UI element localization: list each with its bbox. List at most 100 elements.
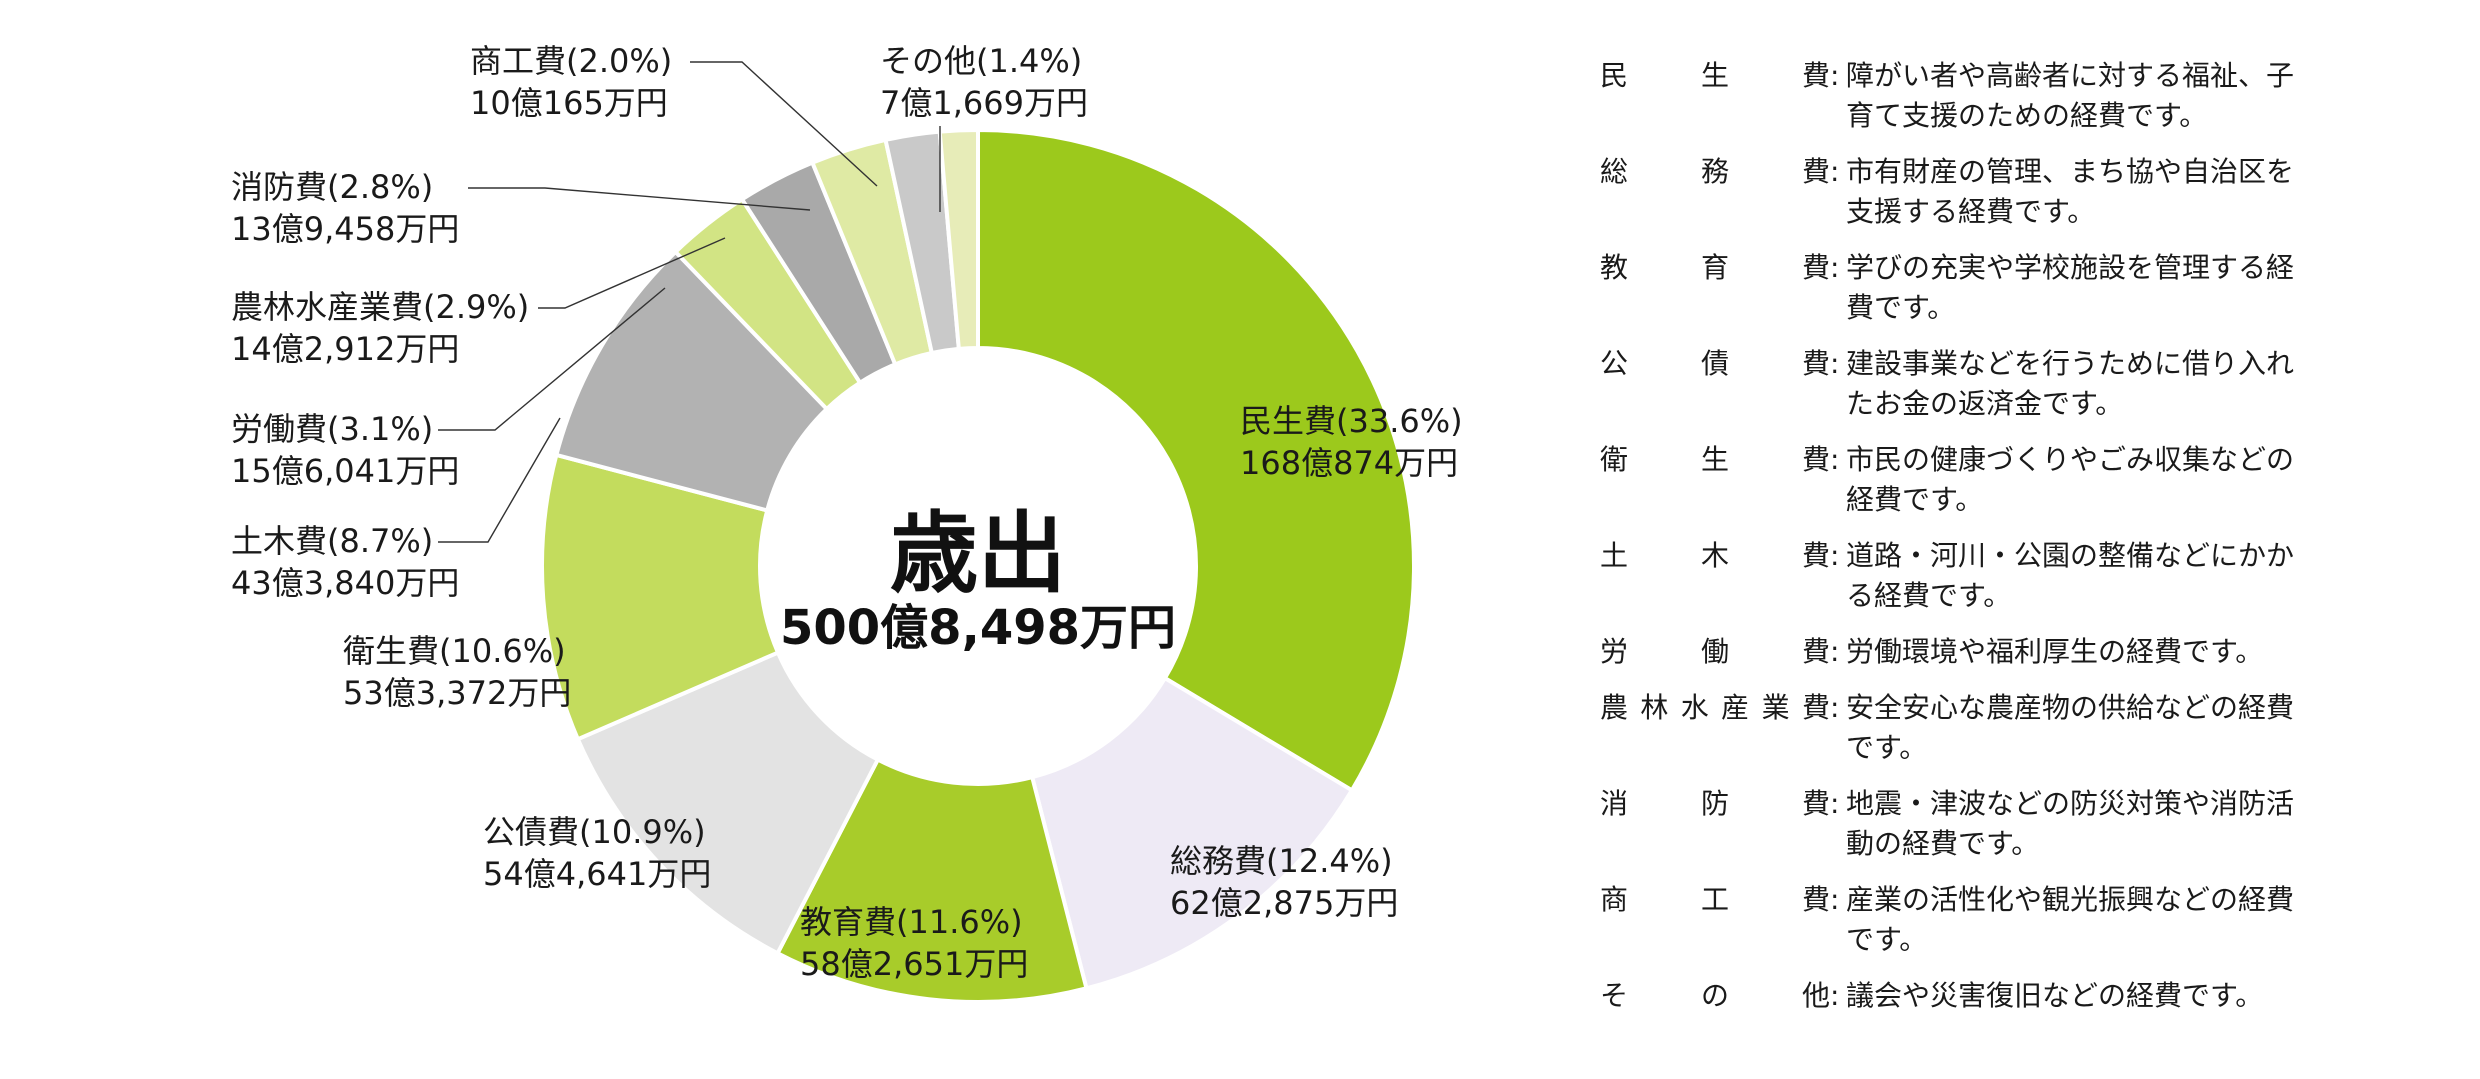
legend-term-char: 公	[1600, 347, 1629, 380]
legend-description: 道路・河川・公園の整備などにかかる経費です。	[1846, 539, 2295, 612]
slice-label-2: 総務費(12.4%)	[1170, 842, 1393, 880]
legend-term-char: 衛	[1600, 443, 1629, 476]
leader-line-10	[690, 61, 878, 187]
slice-amount-6: 43億3,840万円	[231, 564, 459, 602]
legend-term-char: 生	[1700, 443, 1729, 476]
legend-term: 総務費	[1600, 152, 1830, 192]
legend-term-char: 総	[1600, 155, 1629, 188]
legend-term-char: 費	[1801, 155, 1830, 188]
legend-row: 労 働 費: 労働環境や福利厚生の経費です。	[1600, 632, 2460, 672]
leader-line-8	[538, 237, 726, 309]
legend-term-char: 働	[1700, 635, 1729, 668]
legend-term-char: 育	[1700, 251, 1729, 284]
legend-colon: :	[1830, 883, 1840, 916]
legend-row: 衛 生 費: 市民の健康づくりやごみ収集などの経費です。	[1600, 440, 2460, 520]
slice-label-9: 消防費(2.8%)	[231, 168, 433, 206]
slice-amount-11: 7億1,669万円	[880, 84, 1088, 122]
legend-description: 産業の活性化や観光振興などの経費です。	[1846, 883, 2295, 956]
legend-term-char: 費	[1801, 539, 1830, 572]
legend-term-char: 費	[1801, 883, 1830, 916]
legend-colon: :	[1830, 787, 1840, 820]
legend-term-char: 務	[1700, 155, 1729, 188]
legend-term-char: 水	[1680, 691, 1709, 724]
legend-description: 建設事業などを行うために借り入れたお金の返済金です。	[1846, 347, 2295, 420]
legend-term-char: そ	[1600, 979, 1629, 1012]
slice-amount-10: 10億165万円	[470, 84, 668, 122]
legend-row: 農林水産業費: 安全安心な農産物の供給などの経費です。	[1600, 688, 2460, 768]
legend-term-char: 費	[1801, 635, 1830, 668]
center-total: 500億8,498万円	[780, 600, 1176, 656]
legend-term-char: 教	[1600, 251, 1629, 284]
legend-term: 土木費	[1600, 536, 1830, 576]
legend-colon: :	[1830, 347, 1840, 380]
slice-2	[1029, 675, 1355, 991]
slice-label-1: 民生費(33.6%)	[1240, 402, 1463, 440]
slice-amount-1: 168億874万円	[1240, 444, 1458, 482]
legend-term-char: 費	[1801, 59, 1830, 92]
legend-term-char: 労	[1600, 635, 1629, 668]
legend-description: 市有財産の管理、まち協や自治区を支援する経費です。	[1846, 155, 2295, 228]
leader-lines	[438, 61, 941, 543]
legend-description: 障がい者や高齢者に対する福祉、子育て支援のための経費です。	[1846, 59, 2295, 132]
legend-term-char: 費	[1801, 347, 1830, 380]
slice-amount-9: 13億9,458万円	[231, 210, 459, 248]
legend-colon: :	[1830, 691, 1840, 724]
center-title: 歳出	[890, 502, 1066, 605]
legend-term-char: の	[1700, 979, 1729, 1012]
legend-term-char: 木	[1700, 539, 1729, 572]
legend-term-char: 土	[1600, 539, 1629, 572]
legend-term: 公債費	[1600, 344, 1830, 384]
legend-term-char: 債	[1700, 347, 1729, 380]
legend-term: 商工費	[1600, 880, 1830, 920]
legend-row: そ の 他: 議会や災害復旧などの経費です。	[1600, 976, 2460, 1016]
legend-row: 民 生 費: 障がい者や高齢者に対する福祉、子育て支援のための経費です。	[1600, 56, 2460, 136]
legend-term-char: 費	[1801, 251, 1830, 284]
legend-term: 農林水産業費	[1600, 688, 1830, 728]
legend: 民生費: 障がい者や高齢者に対する福祉、子育て支援のための経費です。総務費: 市有財…	[1600, 56, 2460, 1032]
slice-amount-5: 53億3,372万円	[343, 674, 571, 712]
legend-colon: :	[1830, 635, 1840, 668]
slice-1	[976, 127, 1416, 794]
slice-label-10: 商工費(2.0%)	[470, 42, 672, 80]
legend-row: 商 工 費: 産業の活性化や観光振興などの経費です。	[1600, 880, 2460, 960]
donut-slices	[540, 127, 1416, 1004]
slice-label-8: 農林水産業費(2.9%)	[231, 288, 529, 326]
legend-term-char: 防	[1700, 787, 1729, 820]
legend-term-char: 産	[1721, 691, 1750, 724]
legend-term-char: 他	[1801, 979, 1830, 1012]
legend-row: 教 育 費: 学びの充実や学校施設を管理する経費です。	[1600, 248, 2460, 328]
legend-colon: :	[1830, 155, 1840, 188]
slice-label-7: 労働費(3.1%)	[231, 410, 433, 448]
legend-colon: :	[1830, 59, 1840, 92]
legend-colon: :	[1830, 539, 1840, 572]
legend-term-char: 工	[1700, 883, 1729, 916]
legend-row: 公 債 費: 建設事業などを行うために借り入れたお金の返済金です。	[1600, 344, 2460, 424]
leader-line-9	[468, 187, 811, 211]
leader-line-6	[438, 417, 561, 543]
legend-description: 議会や災害復旧などの経費です。	[1846, 979, 2264, 1012]
legend-term: 消防費	[1600, 784, 1830, 824]
slice-label-11: その他(1.4%)	[880, 42, 1082, 80]
legend-description: 市民の健康づくりやごみ収集などの経費です。	[1846, 443, 2295, 516]
legend-term-char: 民	[1600, 59, 1629, 92]
legend-term: その他	[1600, 976, 1830, 1016]
slice-5	[540, 452, 781, 742]
legend-term-char: 費	[1801, 787, 1830, 820]
legend-term: 労働費	[1600, 632, 1830, 672]
legend-term-char: 消	[1600, 787, 1629, 820]
legend-description: 労働環境や福利厚生の経費です。	[1846, 635, 2264, 668]
slice-label-6: 土木費(8.7%)	[231, 522, 433, 560]
legend-term: 教育費	[1600, 248, 1830, 288]
legend-term: 衛生費	[1600, 440, 1830, 480]
slice-11	[937, 127, 980, 352]
legend-colon: :	[1830, 251, 1840, 284]
legend-term-char: 業	[1761, 691, 1790, 724]
legend-description: 地震・津波などの防災対策や消防活動の経費です。	[1846, 787, 2295, 860]
legend-row: 消 防 費: 地震・津波などの防災対策や消防活動の経費です。	[1600, 784, 2460, 864]
slice-amount-2: 62億2,875万円	[1170, 884, 1398, 922]
slice-amount-4: 54億4,641万円	[483, 855, 711, 893]
legend-term-char: 農	[1600, 691, 1629, 724]
slice-4	[575, 649, 881, 956]
